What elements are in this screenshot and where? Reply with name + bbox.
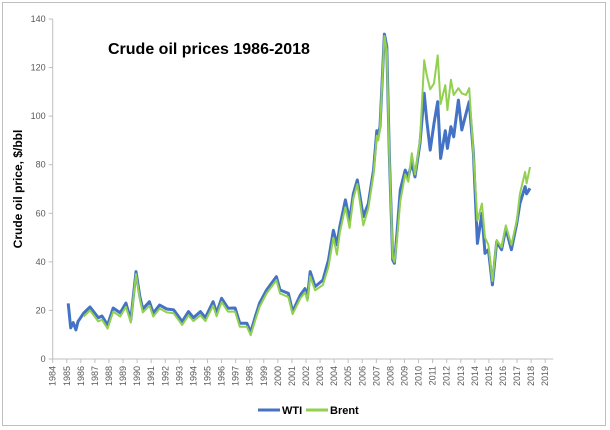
chart-frame [2, 2, 606, 426]
x-tick-label: 2007 [371, 366, 381, 386]
series-line-brent [83, 35, 531, 337]
y-tick-label: 100 [31, 111, 46, 121]
y-tick-label: 40 [36, 257, 46, 267]
chart-title: Crude oil prices 1986-2018 [108, 41, 310, 58]
series-line-wti [66, 32, 532, 334]
x-tick-label: 1997 [231, 366, 241, 386]
x-tick-label: 2000 [273, 366, 283, 386]
x-tick-label: 1985 [62, 366, 72, 386]
x-tick-label: 1993 [174, 366, 184, 386]
y-tick-label: 0 [41, 354, 46, 364]
x-tick-label: 2018 [526, 366, 536, 386]
y-tick-label: 80 [36, 160, 46, 170]
y-tick-label: 60 [36, 208, 46, 218]
x-tick-label: 2016 [498, 366, 508, 386]
x-tick-label: 2014 [470, 366, 480, 386]
x-tick-label: 2009 [399, 366, 409, 386]
y-tick-label: 140 [31, 14, 46, 24]
x-tick-label: 2008 [385, 366, 395, 386]
legend-label-wti: WTI [282, 405, 302, 417]
x-tick-label: 1991 [146, 366, 156, 386]
x-tick-label: 2006 [357, 366, 367, 386]
x-tick-label: 1998 [245, 366, 255, 386]
x-tick-label: 2013 [456, 366, 466, 386]
x-tick-label: 1999 [259, 366, 269, 386]
legend-label-brent: Brent [330, 405, 359, 417]
x-tick-label: 1984 [48, 366, 58, 386]
x-tick-label: 2001 [287, 366, 297, 386]
x-tick-label: 2010 [414, 366, 424, 386]
y-tick-label: 120 [31, 63, 46, 73]
x-tick-label: 2003 [315, 366, 325, 386]
x-tick-label: 2015 [484, 366, 494, 386]
x-tick-label: 1988 [104, 366, 114, 386]
y-axis-label: Crude oil price, $/bbl [11, 130, 25, 249]
x-tick-label: 1996 [217, 366, 227, 386]
x-tick-label: 2004 [329, 366, 339, 386]
x-tick-label: 2012 [442, 366, 452, 386]
x-tick-label: 1990 [132, 366, 142, 386]
x-tick-label: 1992 [160, 366, 170, 386]
x-tick-label: 2017 [512, 366, 522, 386]
x-tick-label: 1986 [76, 366, 86, 386]
x-tick-label: 2019 [540, 366, 550, 386]
x-tick-label: 1995 [202, 366, 212, 386]
x-tick-label: 2002 [301, 366, 311, 386]
x-tick-label: 2005 [343, 366, 353, 386]
x-tick-label: 1989 [118, 366, 128, 386]
x-tick-label: 1987 [90, 366, 100, 386]
y-tick-label: 20 [36, 305, 46, 315]
x-tick-label: 2011 [428, 366, 438, 385]
x-tick-label: 1994 [188, 366, 198, 386]
